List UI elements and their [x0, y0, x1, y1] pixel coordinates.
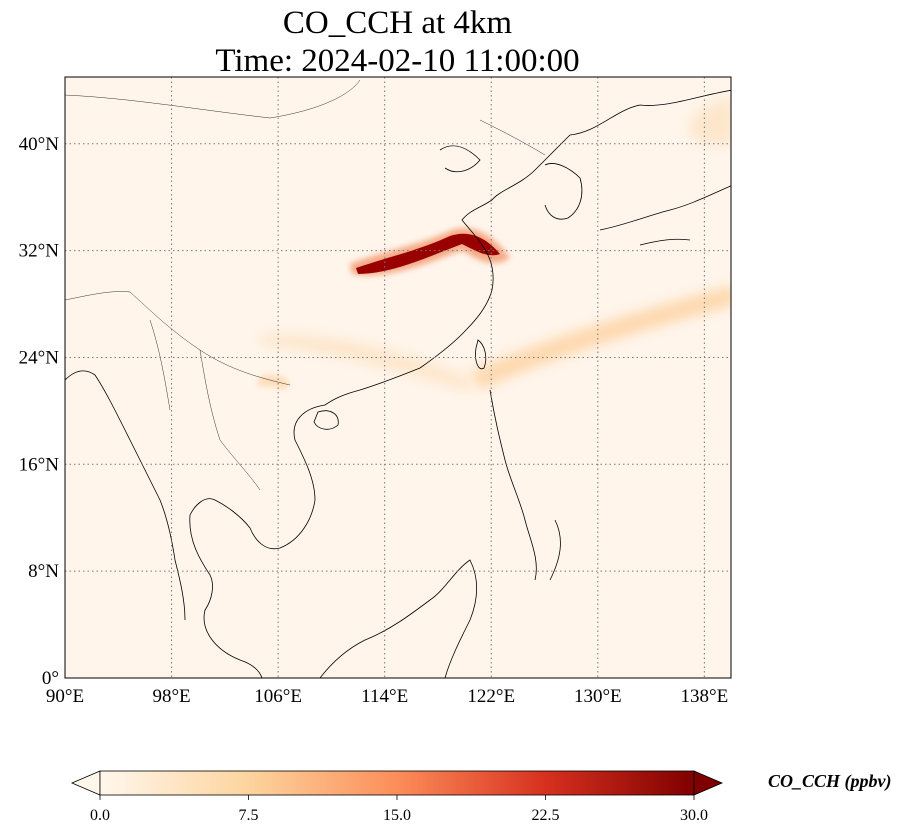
longitude-ticks: 90°E 98°E 106°E 114°E 122°E 130°E 138°E [46, 686, 728, 707]
korea-coastline [544, 163, 583, 220]
colorbar-label: CO_CCH (ppbv) [768, 771, 892, 792]
philippines-coastline [489, 389, 561, 581]
lon-tick-label: 122°E [467, 686, 515, 707]
map-title: CO_CCH at 4km Time: 2024-02-10 11:00:00 [0, 4, 795, 80]
title-line-1: CO_CCH at 4km [282, 5, 513, 41]
co-concentration-field [258, 98, 731, 392]
plume-taiwan-strait [260, 334, 470, 392]
japan-coastline [599, 185, 731, 246]
lon-tick-label: 114°E [361, 686, 408, 707]
india-myanmar-coastline [65, 370, 186, 621]
china-coastline [324, 89, 731, 406]
gridlines [65, 77, 731, 678]
lat-tick-label: 0° [42, 668, 59, 689]
taiwan-coastline [475, 339, 487, 370]
lon-tick-label: 90°E [46, 686, 84, 707]
colorbar-tick-label: 15.0 [383, 807, 411, 824]
malay-borneo-coastline [319, 559, 478, 678]
lat-tick-label: 16°N [19, 454, 60, 475]
colorbar-extend-min [70, 770, 101, 796]
lon-tick-label: 138°E [681, 686, 729, 707]
colorbar: 0.0 7.5 15.0 22.5 30.0 CO_CCH (ppbv) [70, 770, 892, 824]
map-frame [64, 76, 732, 679]
indochina-coastline [189, 404, 326, 678]
coastlines [65, 89, 731, 678]
colorbar-tick-label: 7.5 [239, 807, 259, 824]
title-line-2: Time: 2024-02-10 11:00:00 [215, 43, 580, 79]
hainan-coastline [313, 410, 339, 430]
colorbar-tick-label: 22.5 [532, 807, 560, 824]
plume-north-east [690, 98, 731, 146]
lon-tick-label: 130°E [574, 686, 622, 707]
lon-tick-label: 106°E [254, 686, 302, 707]
lat-tick-label: 40°N [19, 134, 60, 155]
colorbar-gradient [99, 770, 695, 796]
lat-tick-label: 32°N [19, 241, 60, 262]
plume-east-china-sea [470, 286, 731, 390]
lat-tick-label: 8°N [28, 561, 59, 582]
colorbar-extend-max [693, 770, 724, 796]
plume-south-china [258, 374, 290, 390]
map-background [65, 77, 731, 678]
colorbar-tick-label: 0.0 [90, 807, 110, 824]
bohai-coast [439, 145, 481, 173]
plume-yangtze-core [356, 233, 500, 274]
map-area [65, 77, 731, 678]
borders [65, 79, 546, 491]
lat-tick-label: 24°N [19, 347, 60, 368]
latitude-ticks: 0° 8°N 16°N 24°N 32°N 40°N [19, 134, 60, 689]
colorbar-tick-label: 30.0 [680, 807, 708, 824]
lon-tick-label: 98°E [152, 686, 190, 707]
colorbar-ticks: 0.0 7.5 15.0 22.5 30.0 [90, 795, 708, 824]
